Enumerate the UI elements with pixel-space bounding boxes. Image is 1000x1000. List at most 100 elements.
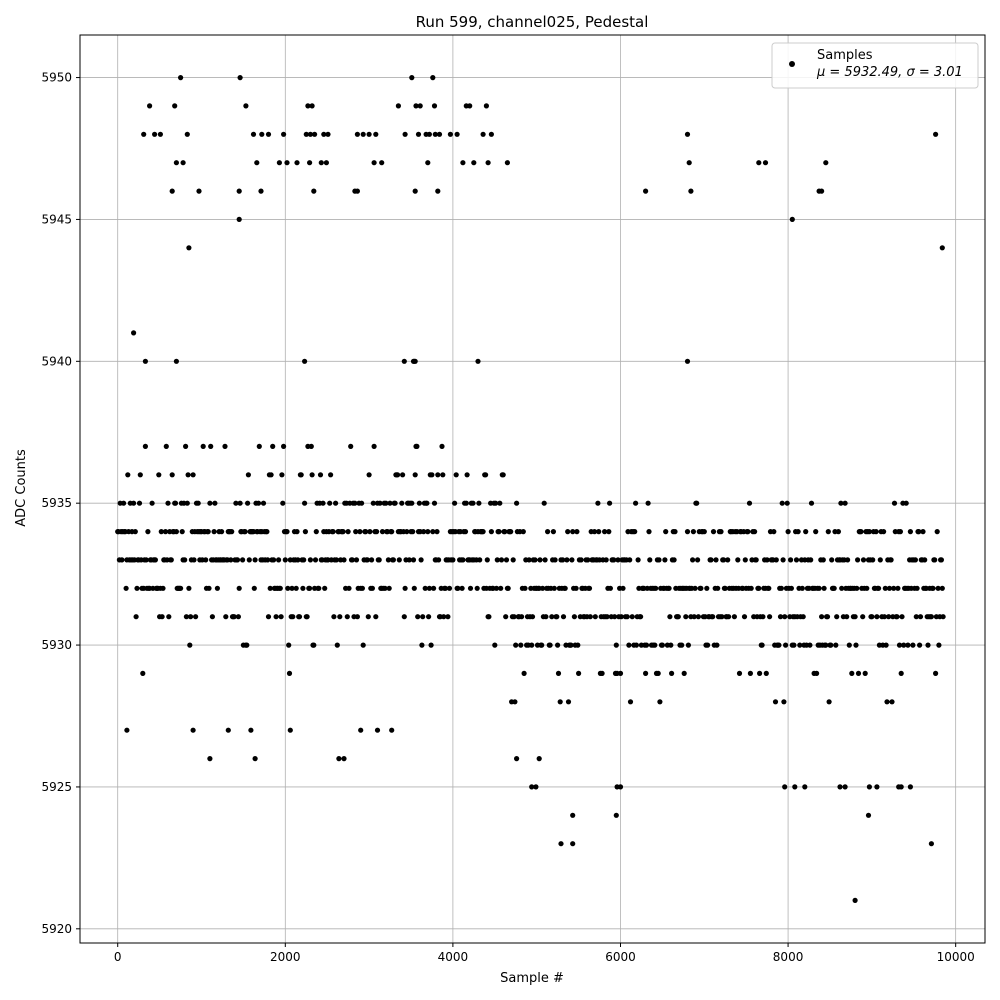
data-point bbox=[259, 131, 265, 137]
data-point bbox=[688, 188, 694, 194]
data-point bbox=[898, 670, 904, 677]
data-point bbox=[252, 756, 258, 762]
data-point bbox=[842, 784, 848, 790]
data-point bbox=[767, 614, 773, 620]
data-point bbox=[236, 216, 242, 222]
data-point bbox=[574, 529, 580, 535]
data-point bbox=[409, 500, 415, 506]
data-point bbox=[721, 557, 727, 563]
data-point bbox=[333, 500, 339, 506]
data-point bbox=[896, 642, 903, 648]
grid bbox=[80, 35, 985, 943]
data-point bbox=[907, 784, 914, 790]
data-point bbox=[503, 557, 510, 563]
data-point bbox=[922, 557, 928, 563]
data-point bbox=[560, 557, 566, 563]
data-point bbox=[389, 727, 395, 733]
data-point bbox=[701, 529, 707, 535]
data-point bbox=[874, 614, 880, 620]
data-point bbox=[344, 614, 350, 620]
data-point bbox=[184, 500, 190, 506]
data-point bbox=[276, 160, 282, 166]
data-point bbox=[364, 557, 370, 563]
data-point bbox=[454, 131, 460, 137]
data-point bbox=[440, 472, 446, 478]
data-point bbox=[586, 585, 593, 591]
data-point bbox=[137, 472, 143, 478]
y-tick-label: 5940 bbox=[41, 354, 72, 368]
data-point bbox=[522, 585, 528, 591]
x-tick-label: 8000 bbox=[773, 950, 804, 964]
data-point bbox=[442, 585, 448, 591]
data-point bbox=[435, 472, 441, 478]
data-point bbox=[691, 614, 697, 620]
data-point bbox=[131, 500, 137, 506]
data-point bbox=[611, 557, 617, 563]
data-point bbox=[422, 585, 428, 591]
data-point bbox=[612, 614, 618, 620]
data-point bbox=[508, 529, 514, 535]
data-point bbox=[486, 614, 492, 620]
data-point bbox=[888, 557, 894, 563]
data-point bbox=[881, 529, 887, 535]
data-point bbox=[219, 529, 225, 535]
data-point bbox=[564, 557, 570, 563]
data-point bbox=[518, 642, 524, 648]
data-point bbox=[545, 529, 551, 535]
data-point bbox=[529, 642, 535, 648]
data-point bbox=[248, 727, 254, 733]
data-point bbox=[917, 642, 923, 648]
data-point bbox=[914, 585, 920, 591]
data-point bbox=[741, 614, 748, 620]
data-point bbox=[173, 160, 179, 166]
data-point bbox=[411, 585, 417, 591]
data-point bbox=[173, 529, 179, 535]
data-point bbox=[560, 614, 567, 620]
data-point bbox=[777, 614, 784, 620]
data-point bbox=[165, 500, 171, 506]
data-point bbox=[852, 614, 858, 620]
data-point bbox=[791, 642, 797, 648]
data-point bbox=[554, 614, 560, 620]
data-point bbox=[939, 585, 945, 591]
data-point bbox=[402, 585, 408, 591]
data-point bbox=[570, 812, 576, 818]
data-point bbox=[424, 500, 430, 506]
data-point bbox=[333, 557, 339, 563]
data-point bbox=[142, 358, 148, 364]
data-point bbox=[939, 245, 945, 251]
data-point bbox=[813, 529, 819, 535]
data-point bbox=[781, 699, 787, 705]
data-point bbox=[498, 585, 504, 591]
data-point bbox=[785, 529, 791, 535]
data-point bbox=[891, 500, 898, 506]
data-point bbox=[187, 642, 193, 648]
data-point bbox=[496, 529, 502, 535]
data-point bbox=[575, 642, 581, 648]
data-point bbox=[819, 188, 825, 194]
x-tick-label: 4000 bbox=[438, 950, 469, 964]
data-point bbox=[488, 529, 494, 535]
data-point bbox=[633, 500, 639, 506]
y-tick-label: 5930 bbox=[41, 638, 72, 652]
data-point bbox=[307, 557, 313, 563]
data-point bbox=[731, 614, 738, 620]
data-point bbox=[428, 642, 434, 648]
data-point bbox=[889, 699, 895, 705]
data-point bbox=[860, 557, 867, 563]
data-point bbox=[386, 585, 392, 591]
data-point bbox=[143, 557, 149, 563]
data-point bbox=[379, 529, 386, 535]
data-point bbox=[242, 529, 248, 535]
data-point bbox=[305, 103, 311, 109]
data-point bbox=[659, 642, 666, 648]
data-point bbox=[371, 160, 377, 166]
data-point bbox=[430, 75, 436, 81]
data-point bbox=[455, 585, 461, 591]
data-point bbox=[460, 160, 466, 166]
data-point bbox=[932, 557, 938, 563]
data-point bbox=[565, 699, 572, 705]
data-point bbox=[298, 472, 304, 478]
data-point bbox=[933, 131, 939, 137]
data-point bbox=[318, 160, 324, 166]
